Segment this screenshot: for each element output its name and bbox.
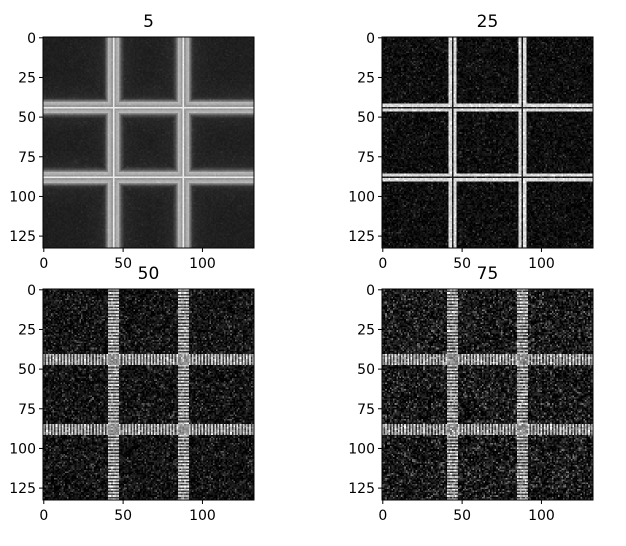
heatmap-image-5 (43, 37, 254, 248)
y-tick-label: 25 (18, 70, 36, 86)
y-tick-label: 125 (9, 481, 36, 497)
y-tick-label: 75 (18, 402, 36, 418)
x-tick-label: 100 (528, 256, 555, 272)
subplot-title: 75 (477, 264, 499, 284)
y-tick-label: 0 (27, 31, 36, 47)
x-tick-label: 50 (453, 256, 471, 272)
y-tick-label: 50 (18, 110, 36, 126)
y-tick-label: 75 (357, 150, 375, 166)
y-tick-label: 100 (348, 441, 375, 457)
x-tick-label: 100 (189, 508, 216, 524)
y-tick-label: 100 (348, 189, 375, 205)
y-tick-label: 50 (357, 362, 375, 378)
y-tick-label: 25 (357, 70, 375, 86)
y-tick-label: 25 (18, 322, 36, 338)
y-tick-label: 100 (9, 189, 36, 205)
x-tick-label: 100 (189, 256, 216, 272)
x-tick-label: 50 (114, 508, 132, 524)
y-tick-label: 125 (348, 481, 375, 497)
x-tick-label: 0 (378, 508, 387, 524)
subplot-title: 50 (138, 264, 160, 284)
y-tick-label: 100 (9, 441, 36, 457)
x-tick-label: 50 (453, 508, 471, 524)
y-tick-label: 0 (27, 283, 36, 299)
x-tick-label: 0 (39, 508, 48, 524)
x-tick-label: 0 (39, 256, 48, 272)
heatmap-image-50 (43, 289, 254, 500)
y-tick-label: 125 (348, 229, 375, 245)
x-tick-label: 50 (114, 256, 132, 272)
y-tick-label: 75 (18, 150, 36, 166)
subplot-title: 5 (143, 12, 154, 32)
y-tick-label: 125 (9, 229, 36, 245)
subplot-title: 25 (477, 12, 499, 32)
y-tick-label: 0 (366, 31, 375, 47)
y-tick-label: 50 (357, 110, 375, 126)
y-tick-label: 50 (18, 362, 36, 378)
x-tick-label: 0 (378, 256, 387, 272)
heatmap-image-25 (382, 37, 593, 248)
y-tick-label: 0 (366, 283, 375, 299)
y-tick-label: 75 (357, 402, 375, 418)
y-tick-label: 25 (357, 322, 375, 338)
heatmap-image-75 (382, 289, 593, 500)
x-tick-label: 100 (528, 508, 555, 524)
